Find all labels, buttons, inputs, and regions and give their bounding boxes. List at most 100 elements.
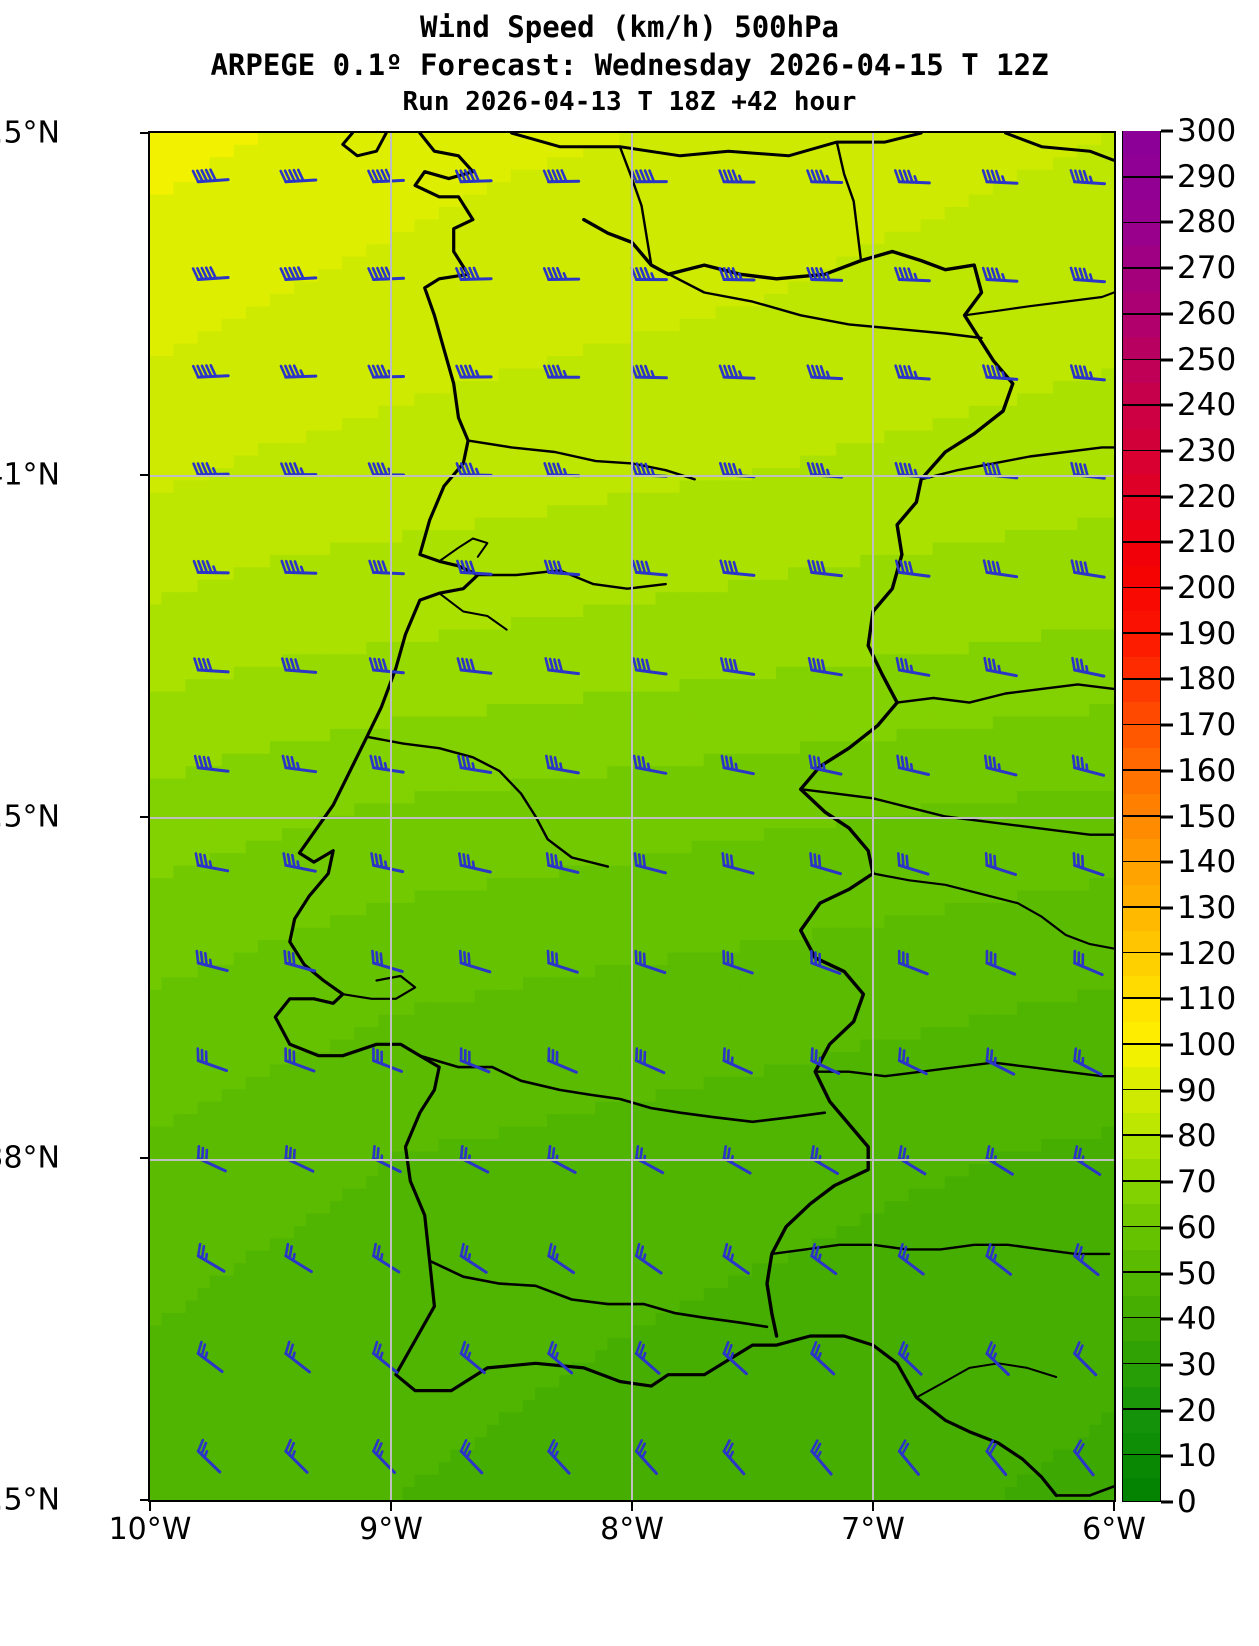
wind-barb: [1069, 364, 1106, 382]
colorbar-segment: [1123, 427, 1160, 452]
wind-barb: [459, 1439, 484, 1475]
colorbar-segment: [1123, 1180, 1160, 1205]
wind-barb: [1073, 1047, 1103, 1076]
wind-barb: [634, 949, 667, 975]
colorbar-tick-mark: [1161, 677, 1173, 681]
wind-barb: [281, 657, 318, 674]
colorbar-tick-label: 110: [1177, 981, 1237, 1018]
colorbar-tick-mark: [1161, 1409, 1173, 1413]
wind-barb: [984, 851, 1017, 876]
wind-barb: [372, 1144, 402, 1174]
wind-barb: [459, 1340, 486, 1375]
wind-barb: [459, 1242, 488, 1274]
wind-barb: [985, 1439, 1008, 1476]
x-axis-tick-label: 9°W: [359, 1512, 423, 1547]
colorbar-tick-label: 80: [1177, 1118, 1217, 1155]
colorbar-segment: [1123, 1385, 1160, 1410]
y-axis-tick-mark: [140, 473, 149, 476]
colorbar[interactable]: [1122, 130, 1161, 1502]
colorbar-segment: [1123, 518, 1160, 543]
colorbar-segment: [1123, 245, 1160, 269]
y-axis-tick-label: 42.5°N: [0, 115, 60, 151]
wind-barb: [192, 462, 230, 477]
colorbar-separator: [1123, 951, 1160, 954]
colorbar-segment: [1123, 952, 1160, 977]
wind-barb: [368, 657, 405, 675]
colorbar-segment: [1123, 1112, 1160, 1136]
wind-barb: [810, 949, 842, 975]
wind-barb: [545, 852, 580, 874]
colorbar-tick-label: 30: [1177, 1346, 1217, 1383]
colorbar-tick-label: 60: [1177, 1209, 1217, 1246]
colorbar-separator: [1123, 1134, 1160, 1136]
wind-barb: [634, 1439, 658, 1475]
colorbar-segment: [1123, 1431, 1160, 1456]
wind-barb: [369, 754, 405, 774]
wind-barb: [1069, 266, 1106, 284]
colorbar-segment: [1123, 632, 1160, 657]
colorbar-tick-mark: [1161, 266, 1173, 270]
wind-barb: [810, 1341, 836, 1376]
wind-barb: [722, 1047, 753, 1075]
y-axis-tick-label: 38°N: [0, 1140, 60, 1176]
colorbar-separator: [1123, 586, 1160, 589]
colorbar-tick-label: 70: [1177, 1164, 1217, 1201]
page-title: Wind Speed (km/h) 500hPa: [419, 10, 840, 44]
colorbar-tick-mark: [1161, 769, 1173, 773]
colorbar-tick-mark: [1161, 860, 1173, 864]
colorbar-separator: [1123, 1408, 1160, 1410]
colorbar-tick-label: 90: [1177, 1072, 1217, 1109]
wind-barb: [458, 949, 492, 974]
wind-barb: [981, 266, 1019, 283]
colorbar-separator: [1123, 1453, 1160, 1456]
chart-subtitle: ARPEGE 0.1º Forecast: Wednesday 2026-04-…: [210, 48, 1049, 82]
wind-barb: [367, 266, 405, 281]
map-plot-area[interactable]: [148, 131, 1116, 1502]
wind-barb: [367, 364, 405, 379]
wind-barb: [542, 169, 581, 184]
colorbar-tick-mark: [1161, 632, 1173, 636]
colorbar-tick-mark: [1161, 586, 1173, 590]
gridline-horizontal-41n: [150, 475, 1114, 477]
colorbar-segment: [1123, 541, 1160, 566]
colorbar-separator: [1123, 1362, 1160, 1365]
colorbar-tick-label: 200: [1177, 570, 1237, 606]
wind-barb: [284, 1438, 309, 1474]
wind-barb: [368, 559, 405, 576]
wind-barb: [630, 169, 668, 184]
wind-barb: [280, 559, 318, 575]
wind-barb: [456, 657, 493, 675]
x-axis-tick-mark: [872, 1502, 874, 1511]
colorbar-tick-mark: [1161, 1134, 1173, 1138]
gridline-vertical-7w: [872, 133, 874, 1500]
wind-barb: [1071, 754, 1106, 777]
wind-barb: [897, 1047, 928, 1076]
wind-barb: [722, 1145, 752, 1175]
colorbar-segment: [1123, 1317, 1160, 1342]
wind-barb: [985, 1243, 1013, 1276]
colorbar-segment: [1123, 313, 1160, 338]
wind-barb: [191, 266, 230, 281]
x-axis-tick-mark: [149, 1502, 151, 1511]
colorbar-separator: [1123, 723, 1160, 726]
colorbar-segment: [1123, 222, 1160, 247]
colorbar-tick-mark: [1161, 220, 1173, 224]
wind-barb: [897, 1341, 923, 1376]
gridline-vertical-8w: [631, 133, 633, 1500]
wind-barb: [809, 852, 842, 876]
wind-barb: [722, 1341, 748, 1376]
colorbar-segment: [1123, 1089, 1160, 1114]
colorbar-segment: [1123, 130, 1160, 155]
colorbar-tick-mark: [1161, 403, 1173, 407]
colorbar-tick-mark: [1161, 449, 1173, 453]
colorbar-separator: [1123, 632, 1160, 634]
colorbar-separator: [1123, 1225, 1160, 1228]
colorbar-segment: [1123, 678, 1160, 703]
colorbar-tick-label: 210: [1177, 524, 1237, 561]
y-axis-tick-mark: [140, 1157, 149, 1160]
colorbar-segment: [1123, 929, 1160, 954]
wind-barb: [279, 364, 318, 379]
colorbar-separator: [1123, 769, 1160, 771]
wind-barb: [546, 949, 579, 974]
colorbar-tick-label: 300: [1177, 113, 1237, 149]
